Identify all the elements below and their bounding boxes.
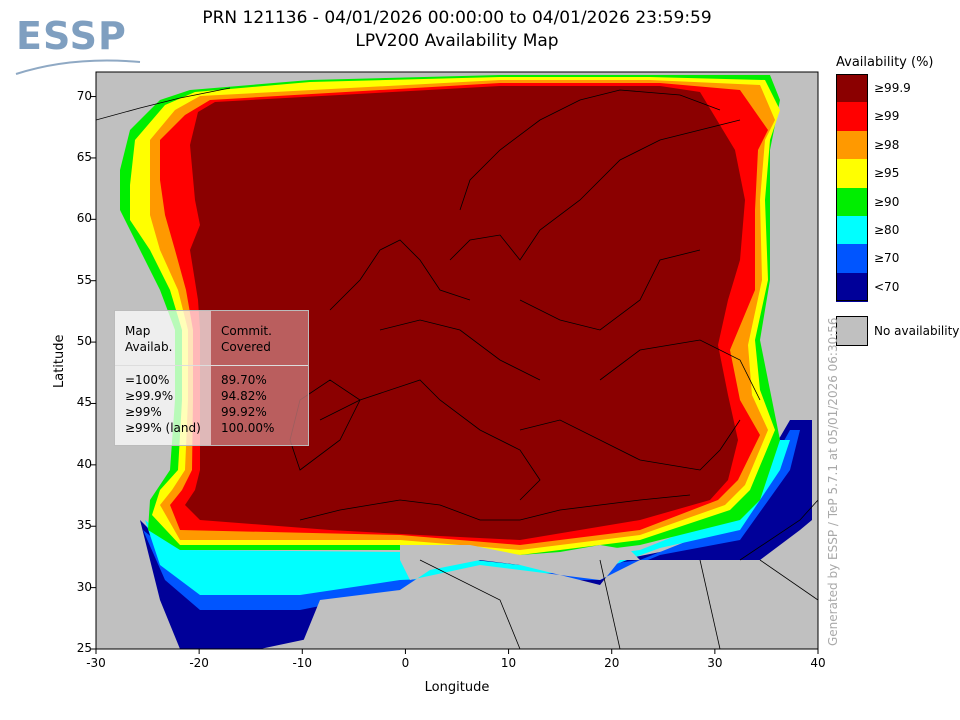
- legend-swatch: [836, 102, 868, 132]
- legend-swatch: [836, 130, 868, 160]
- table-row-commit: 100.00%: [221, 421, 275, 435]
- y-tick-label: 45: [76, 395, 92, 410]
- x-tick-label: -30: [86, 656, 106, 670]
- table-row-map: ≥99.9%: [125, 389, 174, 403]
- legend-swatch: [836, 272, 868, 302]
- header-commit-line1: Commit.: [221, 324, 272, 338]
- legend-label: ≥80: [874, 223, 900, 237]
- essp-logo: ESSP: [12, 12, 142, 82]
- table-row-commit: 94.82%: [221, 389, 267, 403]
- y-tick-label: 50: [76, 334, 92, 349]
- map-subtitle: LPV200 Availability Map: [355, 31, 559, 51]
- legend-label: ≥70: [874, 251, 900, 266]
- legend-swatch: [836, 216, 868, 245]
- y-tick-label: 55: [76, 272, 92, 287]
- y-tick-label: 25: [76, 641, 92, 655]
- africa-no-availability: [300, 545, 818, 649]
- map-availability-column: [115, 311, 211, 445]
- map-title: PRN 121136 - 04/01/2026 00:00:00 to 04/0…: [202, 8, 712, 28]
- statistics-table: Map Availab. Commit. Covered =100% 89.70…: [114, 310, 309, 446]
- logo-swoosh-icon: [15, 59, 141, 75]
- table-row-commit: 99.92%: [221, 405, 267, 419]
- commitment-covered-column: [211, 311, 308, 445]
- table-row-commit: 89.70%: [221, 373, 267, 387]
- legend-frame: [836, 74, 868, 301]
- header-commit-line2: Covered: [221, 340, 271, 354]
- x-axis-label: Longitude: [424, 680, 490, 695]
- plot-frame: [95, 71, 819, 650]
- table-row-map: ≥99% (land): [125, 421, 201, 435]
- legend-swatch: [836, 159, 868, 189]
- y-tick-label: 30: [76, 579, 92, 594]
- band-99-9: [185, 86, 745, 540]
- header-map-availability: Map Availab.: [125, 323, 172, 355]
- legend-label-no-availability: No availability: [874, 324, 960, 338]
- legend-label: ≥95: [874, 166, 900, 181]
- legend-label: ≥99: [874, 109, 900, 124]
- x-tick-label: -20: [189, 656, 209, 670]
- y-tick-label: 40: [76, 456, 92, 471]
- legend-label: <70: [874, 279, 900, 294]
- generated-by-credit: Generated by ESSP / TeP 5.7.1 at 05/01/2…: [826, 317, 840, 646]
- table-row-map: ≥99%: [125, 405, 162, 419]
- legend-swatch: [836, 187, 868, 217]
- y-tick-label: 70: [76, 88, 92, 103]
- y-axis-label: Latitude: [52, 334, 67, 388]
- legend-label: ≥98: [874, 137, 900, 152]
- legend-swatch: [836, 74, 868, 103]
- legend-swatch: [836, 244, 868, 274]
- legend-title: Availability (%): [836, 55, 934, 70]
- header-commit-covered: Commit. Covered: [221, 323, 272, 355]
- x-tick-label: 20: [604, 656, 620, 670]
- coastlines: [96, 87, 818, 649]
- x-tick-label: 40: [810, 656, 826, 670]
- table-separator: [115, 365, 308, 366]
- x-tick-label: 10: [500, 656, 517, 670]
- legend-label: ≥99.9: [874, 81, 911, 95]
- legend-label: ≥90: [874, 194, 900, 209]
- header-map-line2: Availab.: [125, 340, 173, 354]
- x-tick-label: 30: [707, 656, 723, 670]
- header-map-line1: Map: [125, 324, 151, 338]
- legend-swatch-no-availability: [836, 316, 868, 346]
- y-tick-label: 60: [76, 211, 92, 226]
- logo-text: ESSP: [16, 14, 127, 58]
- y-tick-label: 65: [76, 149, 92, 164]
- table-row-map: =100%: [125, 373, 170, 387]
- x-tick-label: 0: [401, 656, 410, 670]
- x-tick-label: -10: [292, 656, 313, 670]
- axis-ticks: [91, 96, 819, 654]
- y-tick-label: 35: [76, 518, 92, 533]
